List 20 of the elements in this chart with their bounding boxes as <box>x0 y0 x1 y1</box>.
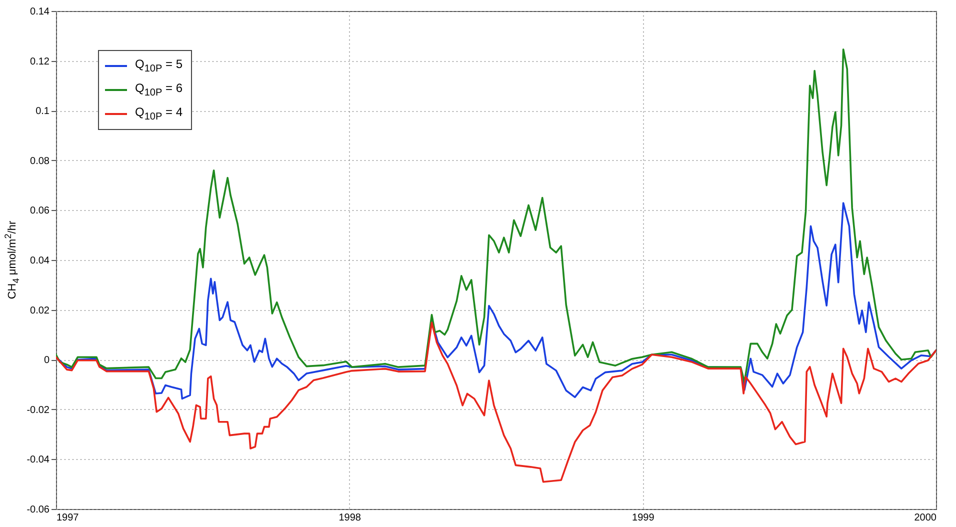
y-tick-label: -0.04 <box>26 454 50 466</box>
line-series <box>56 322 936 483</box>
y-tick-label: -0.02 <box>26 404 50 416</box>
legend-label: Q$_{10P}$ = 4 <box>135 105 182 123</box>
legend-label: Q$_{10P}$ = 5 <box>135 57 182 75</box>
y-tick-label: 0.14 <box>30 6 50 18</box>
y-tick-label: 0.08 <box>30 156 50 167</box>
legend-label: Q$_{10P}$ = 6 <box>135 81 182 99</box>
x-tick-label: 2000 <box>914 512 937 524</box>
y-tick-label: 0.12 <box>30 56 50 68</box>
line-series <box>56 48 936 383</box>
y-tick-label: 0.06 <box>30 206 50 217</box>
y-tick-label: 0.04 <box>30 256 50 266</box>
x-tick-label: 1997 <box>56 512 80 524</box>
y-tick-label: 0.02 <box>30 305 50 316</box>
x-tick-label: 1999 <box>632 512 655 524</box>
y-tick-label: 0.1 <box>36 106 50 118</box>
y-tick-label: 0 <box>44 355 50 366</box>
y-tick-label: -0.06 <box>26 504 50 516</box>
x-tick-label: 1998 <box>338 512 362 524</box>
